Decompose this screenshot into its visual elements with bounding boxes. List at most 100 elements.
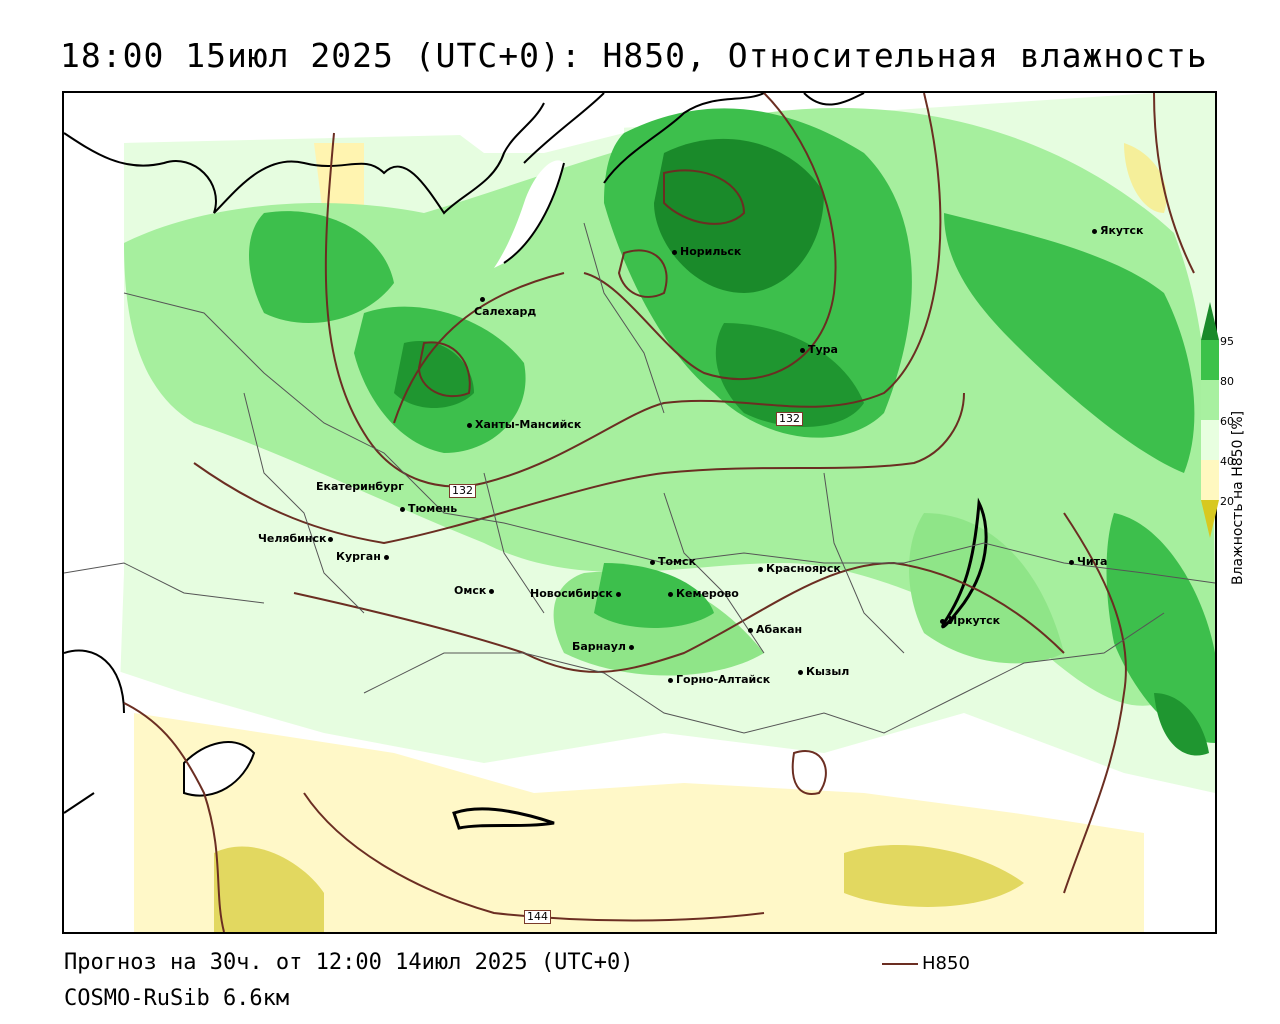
city-marker: Курган [336,550,392,563]
contour-label: 132 [449,484,476,498]
city-dot [1092,228,1097,234]
h850-contour [324,93,942,488]
legend-band-60 [1201,420,1219,460]
color-legend: 95 80 60 40 20 [1198,300,1278,550]
city-label: Якутск [1100,224,1144,237]
legend-tick: 40 [1220,455,1234,468]
humid-area [944,213,1195,473]
contour-legend: H850 [882,953,970,974]
contour-legend-label: H850 [922,953,970,974]
saturated-area [715,323,864,427]
very-dry-area [844,844,1024,907]
city-label: Абакан [756,623,803,636]
city-label-wrap: Салехард [474,305,536,318]
city-marker: Красноярск [758,562,841,575]
city-label: Иркутск [948,614,1001,627]
city-label: Кызыл [806,665,850,678]
legend-cap-bottom [1201,500,1219,538]
humid-area [594,563,714,628]
legend-band-40 [1201,460,1219,500]
city-marker: Якутск [1092,224,1143,237]
legend-band-80 [1201,380,1219,420]
admin-boundary [243,222,905,654]
city-marker: Чита [1069,555,1107,568]
h850-contour [1153,93,1195,274]
city-marker: Абакан [748,623,802,636]
legend-tick: 95 [1220,335,1234,348]
h850-contour [123,702,225,932]
legend-tick: 80 [1220,375,1234,388]
legend-cap-top [1201,302,1219,340]
city-label: Челябинск [258,532,327,545]
saturated-area [1154,693,1209,756]
coastline [603,93,865,184]
model-info: COSMO-RuSib 6.6км [64,986,290,1011]
city-dot [628,644,634,650]
city-label: Ханты-Мансийск [475,418,582,431]
city-label: Екатеринбург [316,480,404,493]
h850-contour [293,561,1065,673]
city-marker: Екатеринбург [316,480,404,493]
h850-contour [617,249,668,298]
saturated-area [394,341,474,408]
coastline [64,102,545,215]
city-label: Горно-Алтайск [676,673,771,686]
city-marker: Омск [454,584,497,597]
coastline [503,93,605,264]
city-dot [489,588,495,594]
city-label: Омск [454,584,487,597]
legend-title: Влажность на H850 [%] [1230,410,1246,585]
very-dry-area [1124,143,1167,213]
city-label: Новосибирск [530,587,613,600]
city-dot [748,627,753,633]
coastline [64,649,125,814]
legend-tick: 20 [1220,495,1234,508]
city-dot [668,591,673,597]
city-label: Красноярск [766,562,841,575]
admin-boundary [123,292,1215,584]
city-marker: Новосибирск [530,587,624,600]
sea-area [494,160,564,268]
forecast-info: Прогноз на 30ч. от 12:00 14июл 2025 (UTC… [64,950,634,975]
legend-tick: 60 [1220,415,1234,428]
lake-baikal [941,497,988,629]
legend-band-95 [1201,340,1219,380]
city-label: Кемерово [676,587,739,600]
city-dot [668,677,673,683]
city-marker: Челябинск [258,532,336,545]
h850-contour [393,93,837,424]
lake-balkhash [452,807,555,830]
city-label: Чита [1077,555,1108,568]
city-label: Томск [658,555,697,568]
city-dot [800,347,805,353]
city-dot [940,618,945,624]
city-marker: Томск [650,555,696,568]
city-dot [467,422,472,428]
city-label: Тура [808,343,838,356]
city-label: Салехард [474,305,537,318]
city-marker: Ханты-Мансийск [467,418,581,431]
city-marker: Тура [800,343,838,356]
city-marker: Кызыл [798,665,849,678]
contour-label: 144 [524,910,551,924]
h850-contour [303,792,765,922]
city-marker [480,292,488,305]
city-marker: Горно-Алтайск [668,673,770,686]
map-title: 18:00 15июл 2025 (UTC+0): H850, Относите… [60,36,1208,75]
city-dot [650,559,655,565]
admin-boundary [64,562,1165,734]
city-label: Курган [336,550,381,563]
city-label: Тюмень [408,502,458,515]
moist-area [909,513,1064,664]
contour-label: 132 [776,412,803,426]
legend-colorbar [1201,302,1219,538]
h850-contour [663,169,746,225]
humidity-map [64,93,1215,932]
city-marker: Кемерово [668,587,739,600]
city-dot [400,506,405,512]
city-dot [615,591,621,597]
city-dot [758,566,763,572]
city-dot [798,669,803,675]
humid-area [1106,513,1215,743]
city-marker: Норильск [672,245,741,258]
